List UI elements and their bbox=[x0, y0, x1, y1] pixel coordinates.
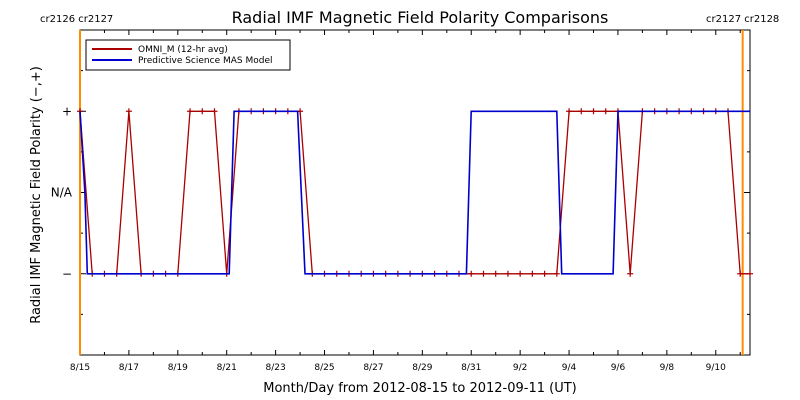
omni-data-point bbox=[468, 270, 475, 277]
x-tick-label: 9/4 bbox=[562, 363, 577, 373]
chart-title: Radial IMF Magnetic Field Polarity Compa… bbox=[232, 8, 609, 27]
series-layer bbox=[77, 108, 753, 277]
omni-data-point bbox=[627, 270, 634, 277]
omni-data-point bbox=[199, 108, 206, 115]
omni-data-point bbox=[517, 270, 524, 277]
x-axis-label: Month/Day from 2012-08-15 to 2012-09-11 … bbox=[263, 381, 576, 396]
x-tick-label: 9/8 bbox=[660, 363, 675, 373]
x-tick-label: 9/10 bbox=[706, 363, 726, 373]
y-axis-label: Radial IMF Magnetic Field Polarity (−,+) bbox=[29, 66, 44, 324]
omni-data-point bbox=[578, 108, 585, 115]
omni-data-point bbox=[590, 108, 597, 115]
x-tick-label: 9/2 bbox=[513, 363, 527, 373]
x-tick-label: 8/27 bbox=[363, 363, 383, 373]
omni-data-point bbox=[480, 270, 487, 277]
omni-data-point bbox=[553, 270, 560, 277]
cr-label-left: cr2126 cr2127 bbox=[40, 14, 113, 25]
y-tick-label: N/A bbox=[51, 186, 73, 200]
legend-label-mas: Predictive Science MAS Model bbox=[138, 56, 273, 66]
omni-data-point bbox=[211, 108, 218, 115]
x-tick-labels: 8/15 8/17 8/19 8/21 8/23 8/25 8/27 8/29 8/31 9/2 9… bbox=[70, 363, 726, 373]
legend-label-omni: OMNI_M (12-hr avg) bbox=[138, 45, 228, 55]
x-tick-label: 8/31 bbox=[461, 363, 481, 373]
x-tick-label: 8/17 bbox=[119, 363, 139, 373]
cr-label-right: cr2127 cr2128 bbox=[706, 14, 779, 25]
y-tick-label: − bbox=[62, 267, 72, 281]
series-line-mas bbox=[79, 110, 750, 275]
x-tick-label: 8/29 bbox=[412, 363, 432, 373]
omni-data-point bbox=[492, 270, 499, 277]
legend: OMNI_M (12-hr avg) Predictive Science MA… bbox=[85, 39, 291, 71]
omni-data-point bbox=[566, 108, 573, 115]
x-tick-label: 8/21 bbox=[217, 363, 237, 373]
omni-data-point bbox=[125, 108, 132, 115]
omni-data-point bbox=[504, 270, 511, 277]
carrington-rotation-markers bbox=[79, 30, 744, 355]
x-tick-label: 8/15 bbox=[70, 363, 90, 373]
omni-data-point bbox=[541, 270, 548, 277]
omni-data-point bbox=[737, 270, 744, 277]
x-tick-label: 8/19 bbox=[168, 363, 188, 373]
legend-box bbox=[85, 39, 291, 71]
x-tick-label: 8/25 bbox=[314, 363, 334, 373]
y-tick-label: + bbox=[62, 104, 72, 118]
omni-data-point bbox=[187, 108, 194, 115]
omni-data-point bbox=[747, 270, 753, 277]
omni-data-point bbox=[529, 270, 536, 277]
y-tick-labels: + N/A − bbox=[51, 104, 73, 281]
x-tick-label: 9/6 bbox=[611, 363, 626, 373]
omni-data-point bbox=[602, 108, 609, 115]
x-tick-label: 8/23 bbox=[266, 363, 286, 373]
